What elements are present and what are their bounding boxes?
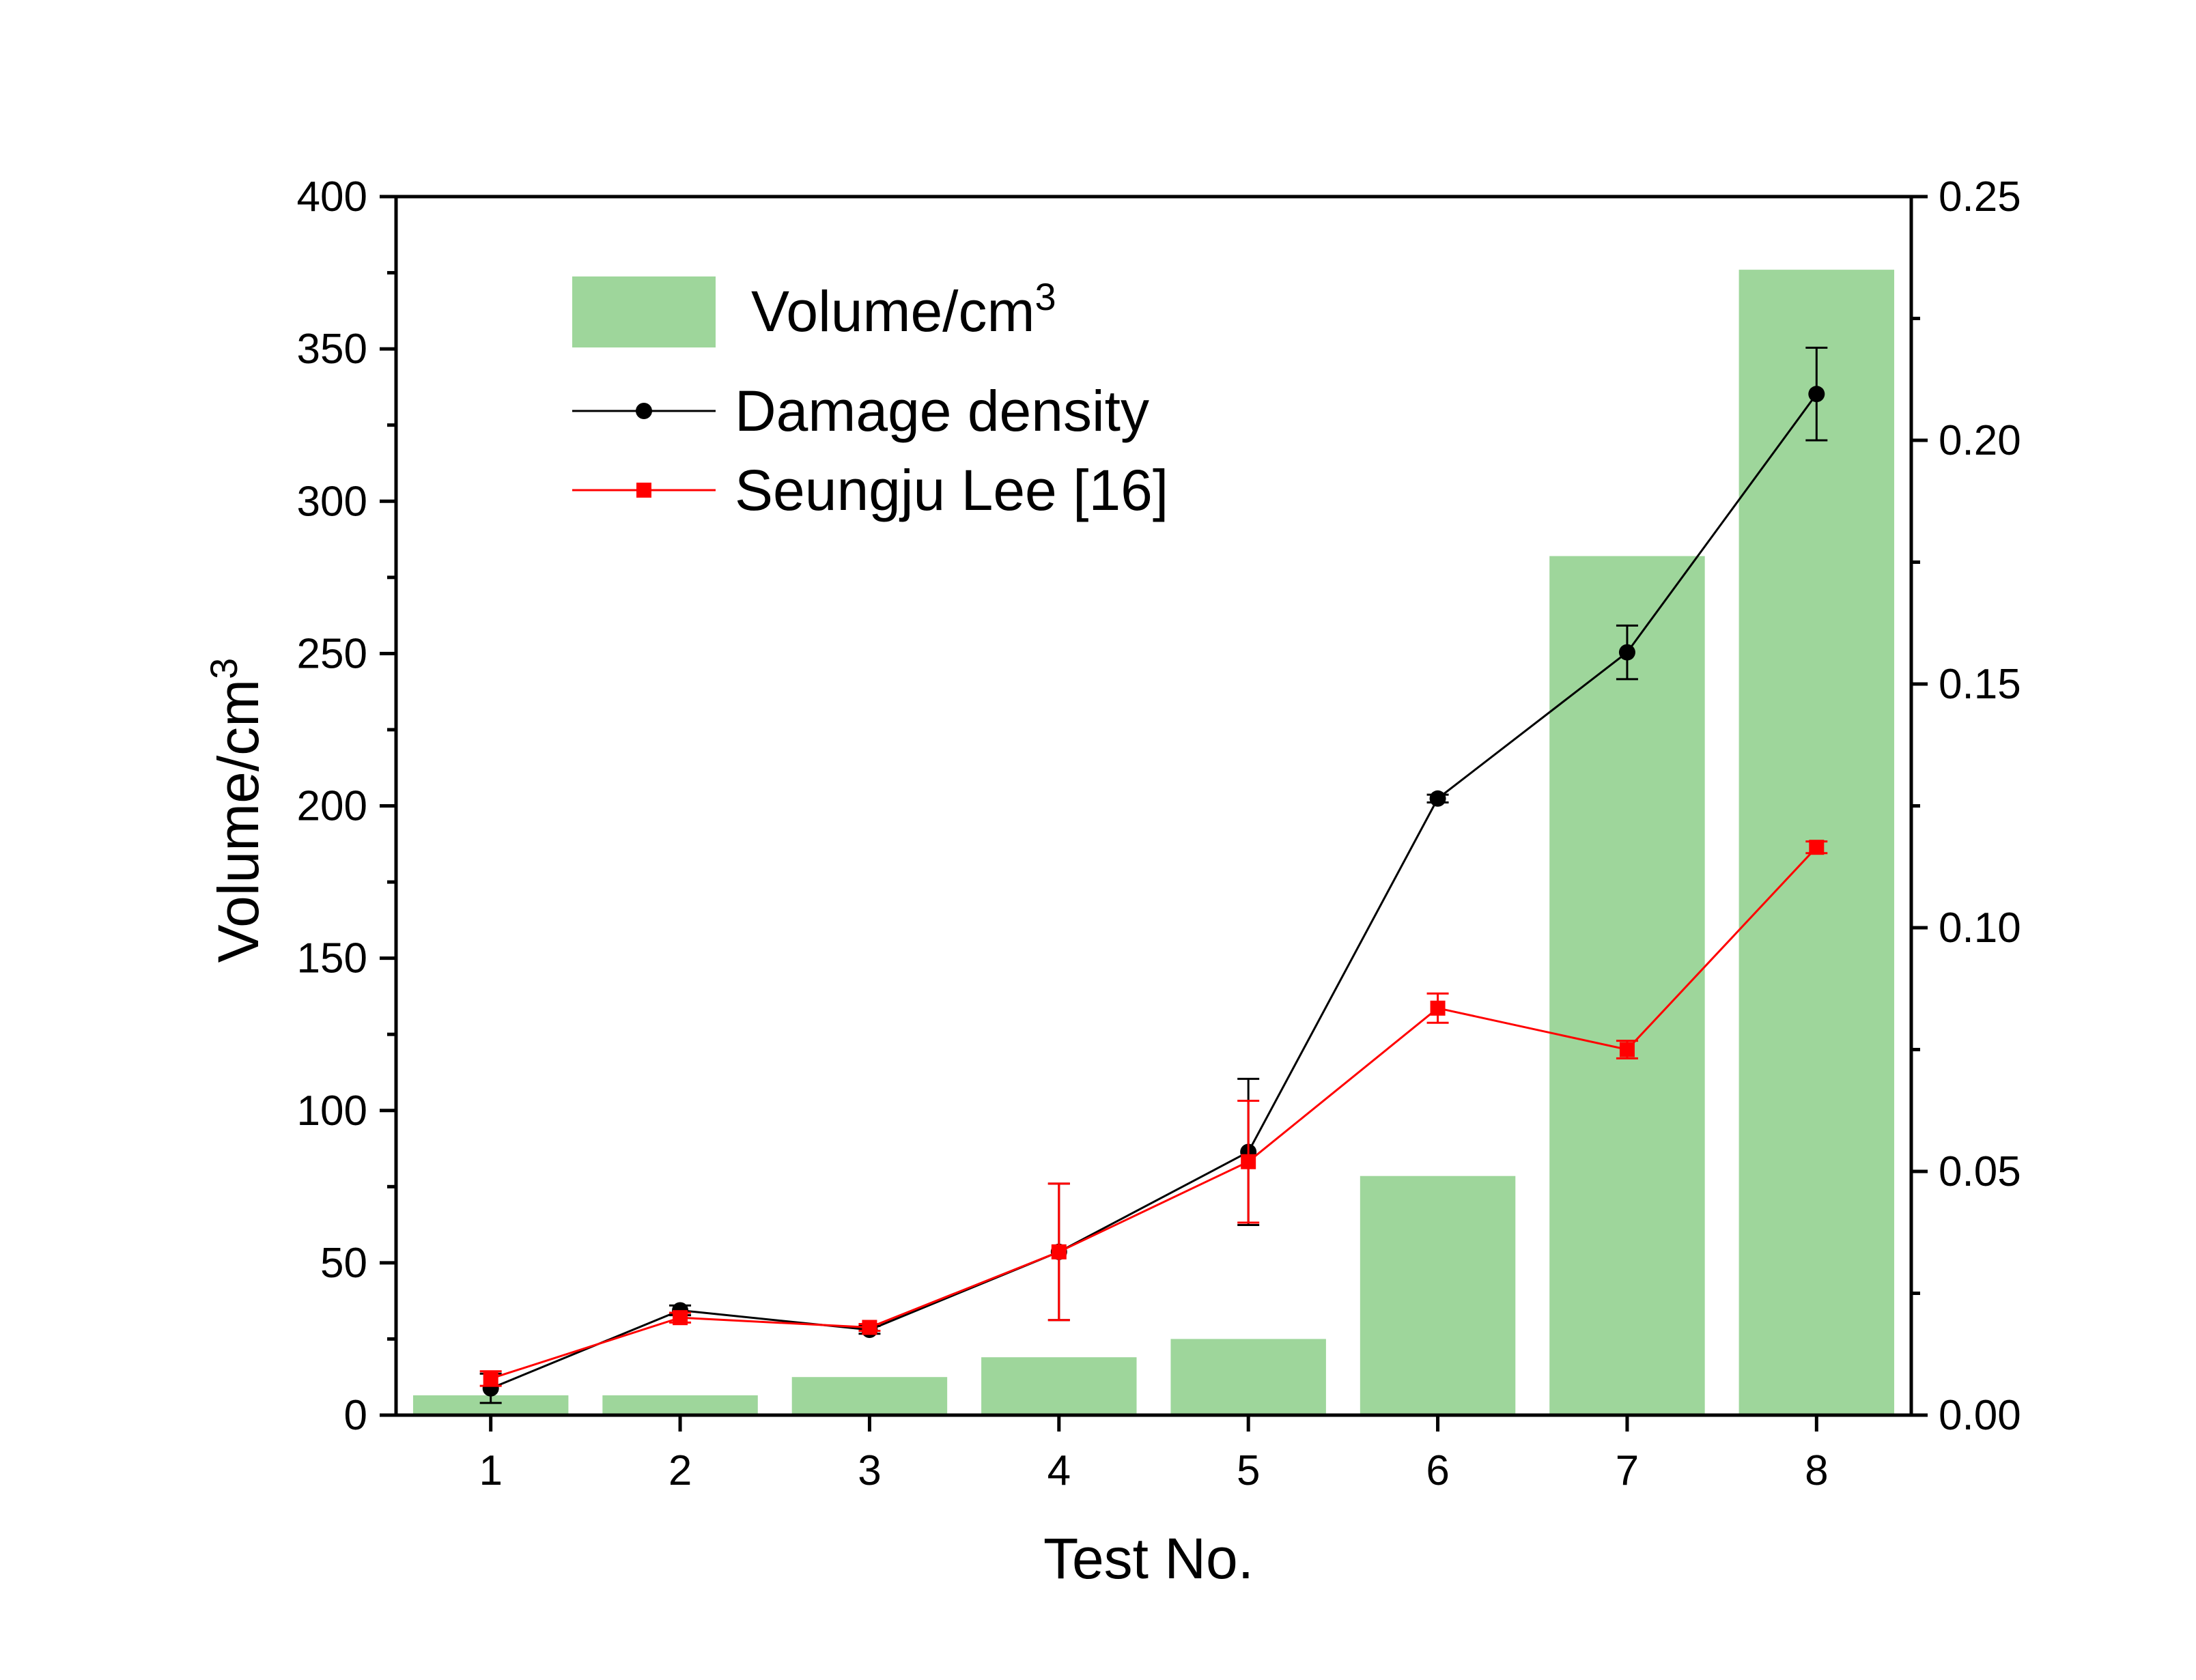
seungju-lee-marker-7 — [1619, 1042, 1635, 1057]
x-tick-label: 3 — [858, 1447, 881, 1494]
volume-bar-5 — [1170, 1339, 1326, 1415]
x-axis-title: Test No. — [1043, 1526, 1254, 1591]
damage-density-marker-8 — [1808, 386, 1825, 403]
seungju-lee-marker-4 — [1051, 1244, 1067, 1259]
x-tick-label: 4 — [1047, 1447, 1071, 1494]
axes — [380, 195, 1928, 1432]
seungju-lee-line — [490, 846, 1818, 1380]
x-tick-label: 5 — [1237, 1447, 1260, 1494]
volume-bar-7 — [1549, 556, 1705, 1416]
damage-density-marker-7 — [1618, 644, 1635, 661]
seungju-lee-marker-6 — [1430, 1000, 1446, 1016]
y2-tick-label: 0.10 — [1939, 905, 2021, 952]
seungju-lee-marker-3 — [862, 1320, 877, 1335]
series-lines — [479, 346, 1828, 1404]
legend-label-seungju-lee: Seungju Lee [16] — [735, 458, 1168, 522]
y-axis-title-superscript: 3 — [202, 658, 245, 679]
y2-tick-label: 0.15 — [1939, 661, 2021, 708]
y-tick-label: 200 — [297, 783, 367, 830]
legend-label-damage-density: Damage density — [735, 379, 1149, 443]
x-tick-label: 6 — [1426, 1447, 1449, 1494]
volume-bar-2 — [602, 1395, 758, 1415]
y-tick-label: 150 — [297, 935, 367, 982]
y2-tick-label: 0.25 — [1939, 173, 2021, 220]
legend-marker-seungju-lee — [636, 483, 651, 498]
y-tick-label: 300 — [297, 478, 367, 525]
y-tick-label: 350 — [297, 326, 367, 373]
axis-titles: Test No. Volume/cm3 — [202, 658, 1254, 1591]
legend-swatch-volume — [572, 276, 716, 347]
y-tick-label: 250 — [297, 630, 367, 677]
legend: Volume/cm3 Damage density Seungju Lee [16] — [572, 275, 1168, 522]
y-tick-label: 100 — [297, 1087, 367, 1135]
y2-tick-label: 0.00 — [1939, 1392, 2021, 1439]
seungju-lee-marker-5 — [1241, 1154, 1256, 1169]
volume-bar-3 — [791, 1377, 948, 1415]
x-tick-label: 7 — [1616, 1447, 1639, 1494]
damage-density-line — [490, 393, 1818, 1390]
x-tick-label: 1 — [479, 1447, 502, 1494]
volume-bar-6 — [1360, 1176, 1516, 1415]
y2-tick-label: 0.05 — [1939, 1148, 2021, 1195]
legend-label-volume: Volume/cm3 — [751, 275, 1056, 344]
damage-density-marker-6 — [1429, 790, 1446, 807]
y-tick-label: 400 — [297, 173, 367, 220]
seungju-lee-marker-1 — [483, 1371, 498, 1386]
volume-bar-4 — [981, 1357, 1137, 1415]
seungju-lee-marker-2 — [673, 1310, 688, 1326]
seungju-lee-marker-8 — [1809, 840, 1825, 855]
x-tick-label: 2 — [668, 1447, 692, 1494]
y-tick-label: 50 — [320, 1240, 367, 1287]
y-axis-title-text: Volume/cm — [206, 679, 270, 963]
y2-tick-label: 0.20 — [1939, 417, 2021, 464]
tick-labels: 0 50 100 150 200 250 300 350 400 0.00 0.05 0.10 0.15… — [297, 173, 2021, 1494]
y-tick-label: 0 — [344, 1392, 367, 1439]
x-tick-label: 8 — [1805, 1447, 1828, 1494]
y-axis-title: Volume/cm3 — [202, 658, 271, 963]
volume-bars — [412, 270, 1895, 1416]
legend-marker-damage-density — [636, 403, 652, 419]
